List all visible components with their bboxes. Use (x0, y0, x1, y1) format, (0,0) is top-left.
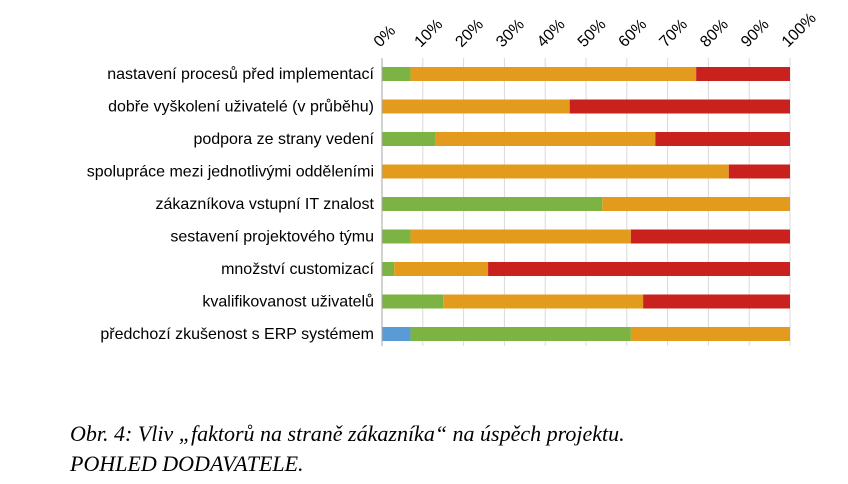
x-tick-label: 0% (371, 22, 399, 50)
bar-segment (602, 197, 790, 211)
bar-segment (382, 327, 411, 341)
bar-segment (382, 164, 729, 179)
stacked-bar-chart: 0% 10% 20% 30% 40% 50% 60% 70% 80% 90% 100% nastav… (87, 10, 820, 346)
x-tick-label: 60% (616, 16, 651, 51)
bar-segment (630, 229, 790, 244)
category-labels: nastavení procesů před implementací dobře… (87, 65, 375, 343)
category-label: dobře vyškolení uživatelé (v průběhu) (108, 98, 374, 116)
x-tick-label: 40% (534, 16, 569, 51)
category-label: podpora ze strany vedení (193, 131, 374, 148)
category-label: množství customizací (221, 261, 374, 278)
x-tick-label: 90% (738, 16, 773, 51)
bar-segment (696, 67, 790, 81)
bar-segment (410, 327, 631, 341)
bar-segment (630, 327, 790, 341)
bar-segment (488, 262, 790, 276)
bar-segment (382, 229, 411, 244)
bar-segment (382, 132, 436, 146)
x-tick-label: 20% (452, 16, 487, 51)
x-tick-label: 50% (575, 16, 610, 51)
category-label: zákazníkova vstupní IT znalost (156, 196, 375, 213)
bars (382, 67, 790, 341)
category-label: kvalifikovanost uživatelů (202, 293, 374, 311)
bar-segment (569, 99, 790, 114)
bar-segment (394, 262, 489, 276)
category-label: spolupráce mezi jednotlivými odděleními (87, 164, 374, 181)
bar-segment (643, 294, 790, 309)
x-tick-label: 30% (493, 16, 528, 51)
x-tick-label: 70% (656, 16, 691, 51)
bar-segment (382, 262, 395, 276)
figure-caption: Obr. 4: Vliv „faktorů na straně zákazník… (70, 421, 625, 446)
x-tick-label: 100% (779, 10, 820, 51)
x-axis-ticks: 0% 10% 20% 30% 40% 50% 60% 70% 80% 90% 100% (371, 10, 820, 51)
bar-segment (655, 132, 790, 146)
x-tick-label: 10% (412, 16, 447, 51)
bar-segment (410, 67, 697, 81)
bar-segment (382, 294, 444, 309)
bar-segment (382, 99, 570, 114)
bar-segment (728, 164, 790, 179)
figure-caption-subtitle: POHLED DODAVATELE. (70, 451, 304, 476)
category-label: předchozí zkušenost s ERP systémem (100, 326, 374, 343)
x-tick-label: 80% (697, 16, 732, 51)
bar-segment (382, 197, 603, 211)
bar-segment (410, 229, 631, 244)
bar-segment (382, 67, 411, 81)
category-label: sestavení projektového týmu (170, 229, 374, 246)
bar-segment (435, 132, 656, 146)
bar-segment (443, 294, 644, 309)
category-label: nastavení procesů před implementací (107, 65, 374, 83)
